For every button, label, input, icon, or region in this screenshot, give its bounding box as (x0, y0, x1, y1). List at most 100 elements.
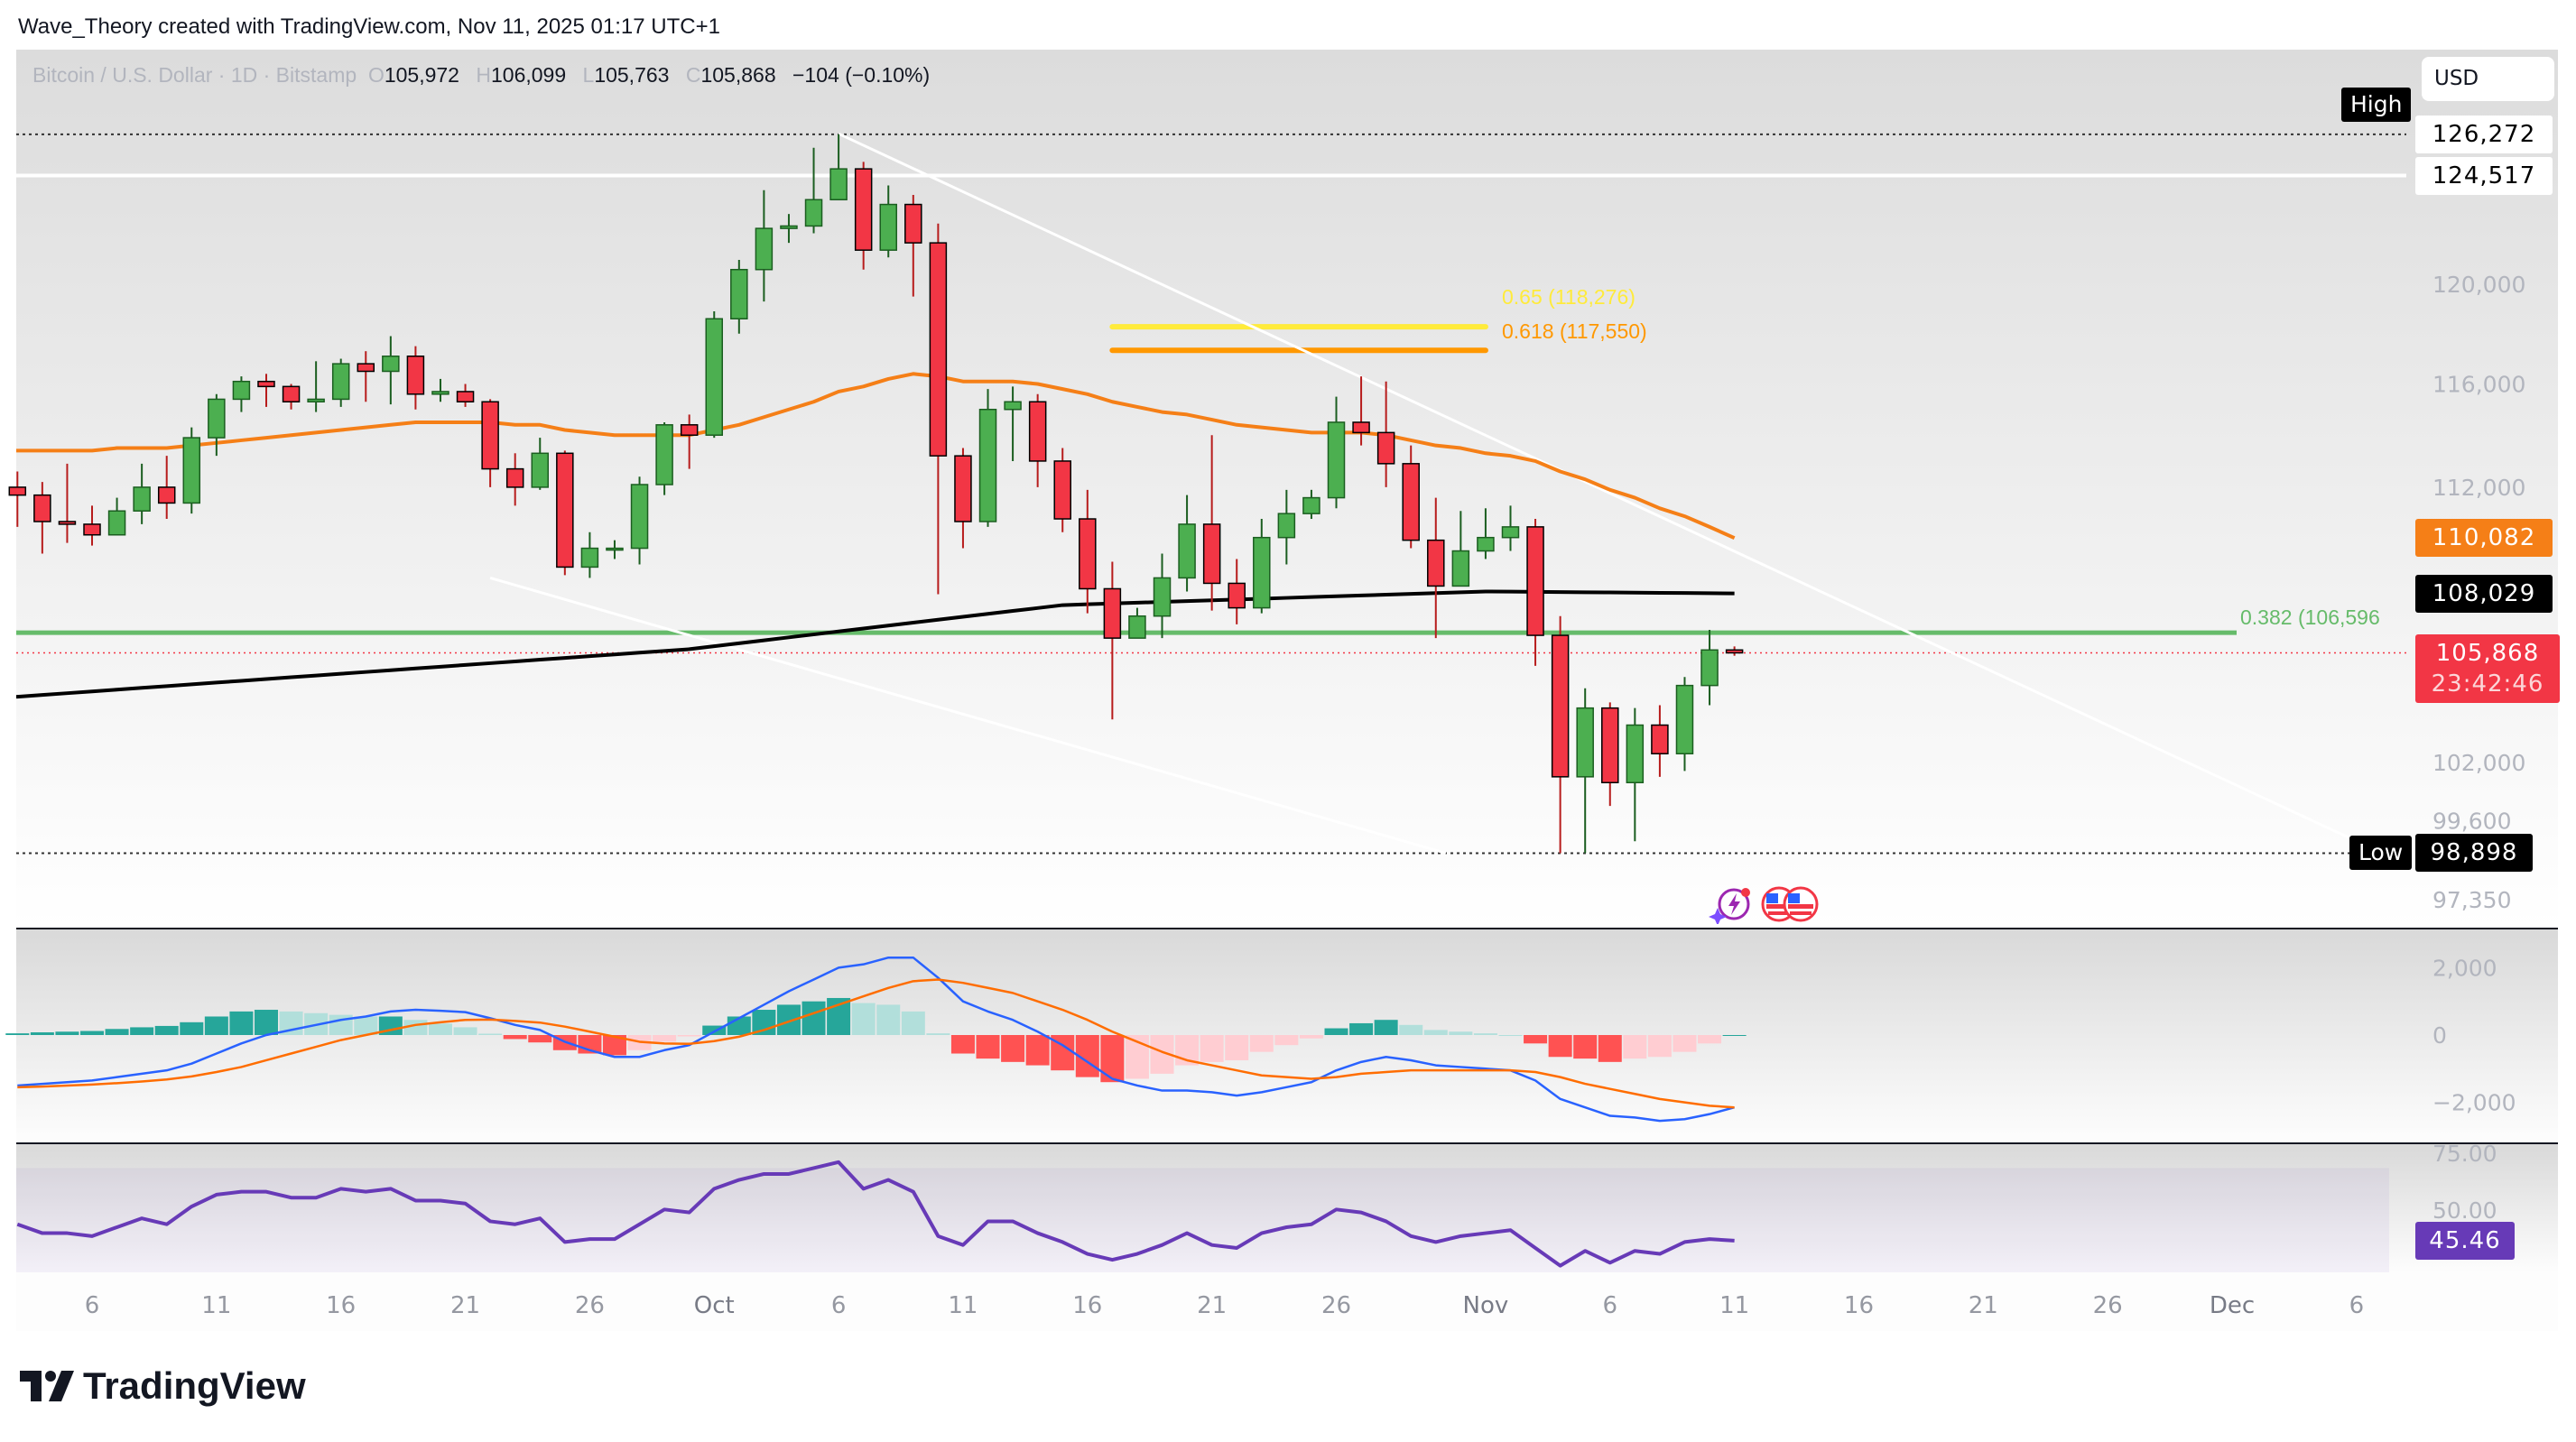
low-price-badge: 98,898 (2415, 834, 2533, 873)
symbol-name[interactable]: Bitcoin / U.S. Dollar · 1D · Bitstamp (32, 63, 357, 87)
candle-body (1626, 724, 1645, 784)
candle-body (1053, 460, 1071, 520)
signal-line (17, 978, 1735, 1109)
candle-body (1675, 684, 1694, 754)
macd-histogram-bar (1100, 1035, 1125, 1083)
candle-body (1178, 523, 1196, 579)
time-axis-tick: 11 (201, 1292, 231, 1319)
candle-body (1302, 496, 1320, 514)
macd-histogram-bar (1524, 1035, 1548, 1044)
candle-body (357, 363, 375, 373)
macd-histogram-bar (105, 1029, 129, 1035)
fib-label-0-65: 0.65 (118,276) (1502, 285, 1635, 310)
rsi-pane[interactable] (16, 1144, 2558, 1272)
candle-body (829, 168, 848, 201)
close-key: C (685, 63, 701, 87)
time-axis-tick: Dec (2210, 1292, 2255, 1319)
macd-axis-tick: −2,000 (2432, 1090, 2516, 1116)
macd-histogram-bar (702, 1025, 727, 1035)
candle-body (1651, 724, 1669, 754)
rsi-line (16, 1160, 1735, 1268)
candle-body (1202, 523, 1221, 585)
tradingview-logo[interactable]: TradingView (20, 1364, 306, 1408)
candle-body (655, 424, 673, 485)
macd-histogram-bar (55, 1031, 79, 1035)
candle-body (1427, 539, 1445, 587)
price-axis-tick: 97,350 (2432, 887, 2511, 913)
candle-body (431, 391, 449, 395)
candle-body (232, 380, 251, 401)
macd-histogram-bar (154, 1025, 179, 1035)
candle-body (730, 268, 748, 320)
ema50-line (15, 372, 1736, 541)
macd-histogram-bar (602, 1035, 626, 1056)
time-axis[interactable] (16, 1272, 2558, 1331)
time-axis-tick: 6 (831, 1292, 847, 1319)
candle-body (780, 225, 798, 229)
time-axis-tick: 16 (326, 1292, 356, 1319)
macd-histogram-bar (478, 1033, 503, 1035)
sma-price-badge: 108,029 (2415, 574, 2553, 613)
macd-histogram-bar (1025, 1035, 1050, 1066)
candle-body (1103, 587, 1122, 639)
price-axis-tick: 120,000 (2432, 272, 2525, 298)
macd-histogram-bar (1274, 1035, 1299, 1046)
macd-histogram-bar (1001, 1035, 1025, 1062)
rsi-value-badge: 45.46 (2415, 1221, 2515, 1260)
macd-histogram-bar (1598, 1035, 1622, 1062)
us-flag-event-icon[interactable] (1759, 884, 1822, 924)
time-axis-tick: 21 (1969, 1292, 1998, 1319)
time-axis-tick: 21 (450, 1292, 480, 1319)
currency-button[interactable]: USD (2422, 57, 2554, 101)
candle-body (1228, 582, 1246, 609)
change-value: −104 (−0.10%) (792, 63, 931, 87)
macd-histogram-bar (354, 1016, 378, 1035)
low-key: L (582, 63, 595, 87)
macd-histogram-bar (80, 1031, 104, 1035)
candle-body (705, 318, 723, 436)
tradingview-logo-icon (20, 1371, 74, 1401)
candle-body (978, 408, 997, 522)
macd-histogram-bar (1449, 1031, 1473, 1035)
candle-body (1079, 518, 1097, 590)
macd-histogram-bar (130, 1027, 154, 1035)
macd-histogram-bar (901, 1011, 925, 1035)
main-pane[interactable] (16, 50, 2558, 928)
candle-body (1501, 526, 1520, 539)
candle-body (456, 391, 475, 403)
candle-body (1128, 615, 1146, 639)
candle-body (630, 484, 649, 550)
price-axis-tick: 112,000 (2432, 475, 2525, 501)
macd-histogram-bar (926, 1033, 950, 1035)
rsi-axis-tick: 50.00 (2432, 1197, 2497, 1224)
candle-body (804, 199, 823, 227)
events-icons[interactable] (1709, 884, 1822, 924)
macd-histogram-bar (254, 1010, 278, 1035)
candle-body (1253, 536, 1271, 609)
time-axis-tick: 6 (1602, 1292, 1617, 1319)
macd-histogram-bar (1249, 1035, 1274, 1052)
macd-histogram-bar (503, 1035, 527, 1040)
candle-body (954, 455, 972, 522)
price-axis-tick: 102,000 (2432, 750, 2525, 776)
candle-body (1700, 649, 1719, 687)
price-axis-tick: 99,600 (2432, 808, 2511, 834)
time-axis-tick: 11 (948, 1292, 978, 1319)
candle-body (1551, 634, 1570, 778)
macd-histogram-bar (653, 1035, 677, 1042)
low-tag: Low (2349, 836, 2413, 871)
candle-body (904, 203, 922, 244)
macd-histogram-bar (1399, 1024, 1423, 1035)
time-axis-tick: 6 (85, 1292, 100, 1319)
time-axis-tick: 11 (1719, 1292, 1749, 1319)
candle-body (1451, 550, 1470, 587)
candle-body (1526, 526, 1544, 636)
lightning-event-icon[interactable] (1709, 884, 1756, 924)
candle-body (755, 227, 774, 271)
last-price-badge: 105,868 23:42:46 (2415, 634, 2560, 704)
macd-histogram-bar (1498, 1035, 1523, 1036)
macd-histogram-bar (1573, 1035, 1598, 1059)
candle-body (505, 467, 524, 488)
logo-text: TradingView (83, 1364, 306, 1407)
